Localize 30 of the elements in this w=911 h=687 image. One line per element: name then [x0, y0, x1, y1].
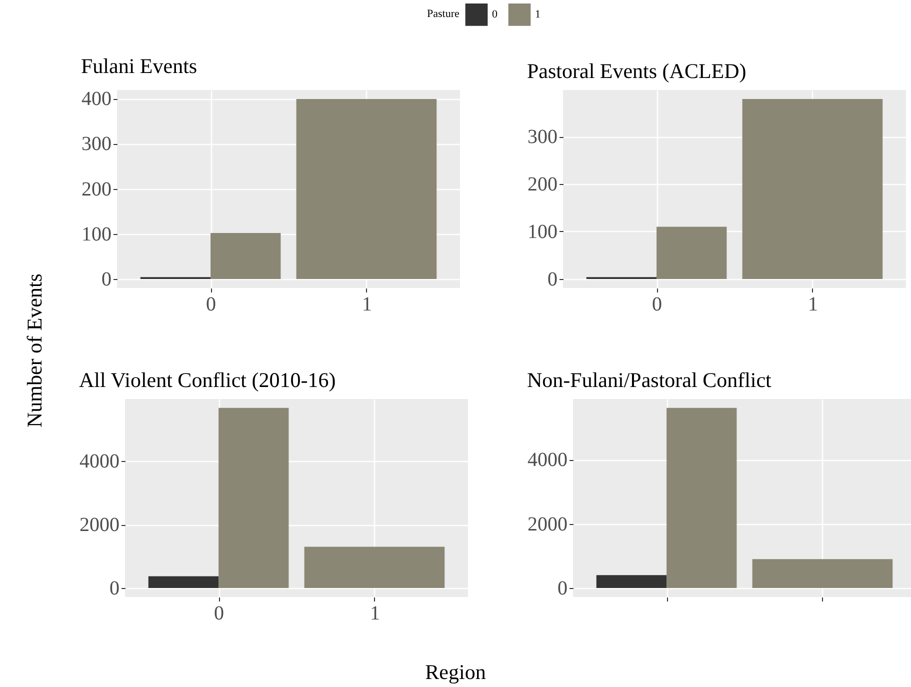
legend-title: Pasture — [427, 8, 460, 20]
y-tick-label: 100 — [528, 220, 558, 243]
legend-label: 1 — [535, 8, 540, 21]
y-tick-label: 2000 — [528, 513, 568, 536]
x-tick-label: 0 — [652, 294, 662, 316]
x-tick-label: 0 — [206, 294, 216, 316]
y-tick-label: 2000 — [80, 514, 120, 536]
bar — [596, 575, 667, 588]
y-tick-label: 4000 — [528, 449, 568, 472]
y-tick-label: 300 — [528, 126, 558, 148]
y-axis-title: Number of Events — [22, 272, 48, 430]
x-axis-title: Region — [424, 660, 487, 685]
x-tick-label: 1 — [808, 294, 818, 316]
chart-title: Fulani Events — [81, 54, 198, 78]
chart-title: Pastoral Events (ACLED) — [527, 59, 746, 83]
y-tick-label: 0 — [102, 268, 112, 290]
y-tick-label: 0 — [558, 578, 568, 600]
y-tick-label: 400 — [82, 88, 112, 110]
x-tick-label: 1 — [362, 294, 372, 316]
y-tick-label: 0 — [110, 577, 120, 600]
bar — [148, 576, 219, 588]
legend-label: 0 — [492, 8, 498, 21]
y-tick-label: 300 — [82, 133, 112, 156]
y-tick-label: 100 — [82, 223, 112, 246]
y-tick-label: 200 — [528, 174, 558, 196]
y-tick-label: 4000 — [80, 450, 120, 473]
chart-title: Non-Fulani/Pastoral Conflict — [527, 368, 772, 392]
y-tick-label: 200 — [82, 178, 112, 200]
y-tick-label: 0 — [548, 268, 558, 290]
chart-title: All Violent Conflict (2010-16) — [79, 368, 336, 392]
